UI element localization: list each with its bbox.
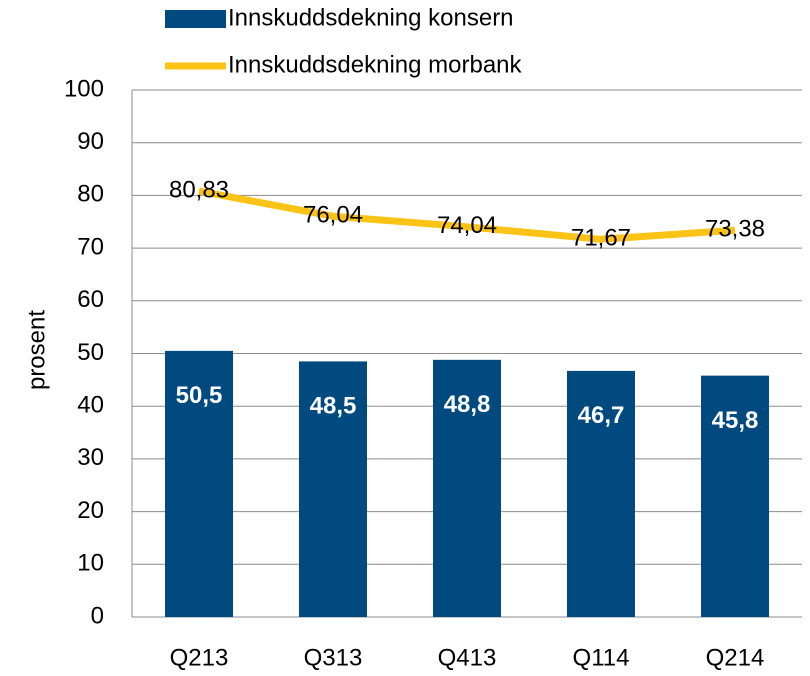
- bar: [165, 350, 233, 617]
- y-tick-label: 80: [77, 181, 104, 208]
- y-tick-label: 100: [64, 75, 104, 102]
- bar: [299, 361, 367, 617]
- y-axis-label: prosent: [23, 310, 50, 390]
- bar-value-label: 50,5: [176, 382, 223, 409]
- line-value-label: 80,83: [169, 176, 229, 203]
- bar: [433, 359, 501, 617]
- y-tick-label: 50: [77, 339, 104, 366]
- x-tick-label: Q313: [304, 644, 363, 671]
- x-tick-label: Q413: [438, 644, 497, 671]
- y-tick-label: 90: [77, 128, 104, 155]
- legend-label: Innskuddsdekning morbank: [228, 51, 523, 78]
- legend-label: Innskuddsdekning konsern: [228, 4, 514, 31]
- line-value-label: 74,04: [437, 212, 497, 239]
- line-value-label: 73,38: [705, 216, 765, 243]
- x-tick-label: Q213: [170, 644, 229, 671]
- bar: [701, 375, 769, 617]
- y-tick-label: 10: [77, 550, 104, 577]
- bar: [567, 370, 635, 617]
- line-value-label: 76,04: [303, 202, 363, 229]
- y-tick-label: 40: [77, 392, 104, 419]
- y-tick-label: 20: [77, 497, 104, 524]
- bar-value-label: 46,7: [578, 402, 625, 429]
- y-tick-label: 60: [77, 286, 104, 313]
- x-tick-label: Q114: [573, 644, 630, 671]
- x-tick-label: Q214: [706, 644, 765, 671]
- y-tick-label: 30: [77, 444, 104, 471]
- bar-value-label: 45,8: [712, 407, 759, 434]
- legend-swatch: [165, 10, 226, 28]
- bar-value-label: 48,8: [444, 391, 491, 418]
- y-tick-label: 0: [91, 602, 104, 629]
- bar-value-label: 48,5: [310, 393, 357, 420]
- y-tick-label: 70: [77, 233, 104, 260]
- line-value-label: 71,67: [571, 225, 631, 252]
- line: [198, 187, 736, 243]
